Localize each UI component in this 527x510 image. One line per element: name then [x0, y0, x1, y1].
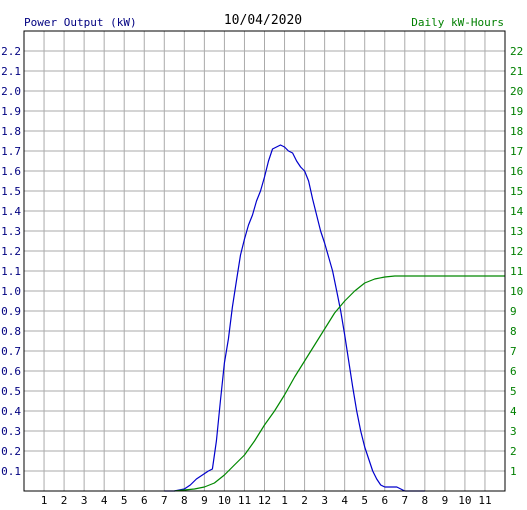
- x-tick-label: 9: [442, 494, 449, 507]
- left-y-tick-label: 0.6: [1, 365, 21, 378]
- right-y-tick-label: 13: [510, 225, 523, 238]
- right-y-tick-label: 16: [510, 165, 523, 178]
- right-y-tick-label: 1: [510, 465, 517, 478]
- left-y-tick-label: 0.7: [1, 345, 21, 358]
- left-y-tick-label: 1.0: [1, 285, 21, 298]
- left-y-tick-label: 1.1: [1, 265, 21, 278]
- right-y-tick-label: 20: [510, 85, 523, 98]
- right-y-tick-label: 5: [510, 385, 517, 398]
- x-tick-label: 7: [161, 494, 168, 507]
- x-tick-label: 3: [321, 494, 328, 507]
- left-y-tick-label: 0.9: [1, 305, 21, 318]
- x-tick-label: 9: [201, 494, 208, 507]
- right-y-tick-label: 19: [510, 105, 523, 118]
- left-y-tick-label: 1.2: [1, 245, 21, 258]
- x-tick-label: 6: [141, 494, 148, 507]
- right-y-tick-label: 10: [510, 285, 523, 298]
- x-tick-label: 4: [101, 494, 108, 507]
- x-tick-label: 10: [458, 494, 471, 507]
- left-y-tick-label: 1.6: [1, 165, 21, 178]
- x-tick-label: 8: [422, 494, 429, 507]
- power-output-line: [164, 144, 425, 492]
- left-y-tick-label: 0.4: [1, 405, 21, 418]
- x-tick-label: 1: [41, 494, 48, 507]
- x-tick-label: 7: [401, 494, 408, 507]
- right-y-tick-label: 4: [510, 405, 517, 418]
- right-y-tick-label: 7: [510, 345, 517, 358]
- left-y-tick-label: 1.5: [1, 185, 21, 198]
- left-axis-label: Power Output (kW): [24, 16, 137, 29]
- x-tick-label: 4: [341, 494, 348, 507]
- right-axis-label: Daily kW-Hours: [411, 16, 504, 29]
- right-y-tick-label: 11: [510, 265, 523, 278]
- right-y-tick-label: 15: [510, 185, 523, 198]
- chart-title: 10/04/2020: [224, 13, 302, 28]
- right-y-tick-label: 22: [510, 45, 523, 58]
- right-y-tick-label: 6: [510, 365, 517, 378]
- left-y-tick-label: 0.1: [1, 465, 21, 478]
- right-y-tick-label: 21: [510, 65, 523, 78]
- right-y-tick-label: 17: [510, 145, 523, 158]
- grid-lines: [24, 31, 505, 491]
- left-y-tick-label: 1.7: [1, 145, 21, 158]
- left-y-tick-label: 2.2: [1, 45, 21, 58]
- x-tick-label: 6: [381, 494, 388, 507]
- x-tick-label: 11: [238, 494, 251, 507]
- x-tick-label: 1: [281, 494, 288, 507]
- left-y-tick-label: 1.4: [1, 205, 21, 218]
- left-y-tick-label: 0.3: [1, 425, 21, 438]
- left-y-tick-label: 1.9: [1, 105, 21, 118]
- x-tick-label: 3: [81, 494, 88, 507]
- left-y-tick-label: 0.8: [1, 325, 21, 338]
- x-axis-ticks: 1 2 3 4 5 6 7 8 9 10 11 12 1 2 3 4 5 6 7 8 9 10 11: [41, 494, 492, 507]
- daily-kwh-line: [174, 275, 505, 492]
- right-y-tick-label: 12: [510, 245, 523, 258]
- right-y-tick-label: 2: [510, 445, 517, 458]
- x-tick-label: 8: [181, 494, 188, 507]
- x-tick-label: 5: [361, 494, 368, 507]
- right-y-tick-label: 14: [510, 205, 524, 218]
- left-y-tick-label: 2.0: [1, 85, 21, 98]
- left-y-tick-label: 1.8: [1, 125, 21, 138]
- x-tick-label: 5: [121, 494, 128, 507]
- plot-frame: [23, 30, 506, 492]
- x-tick-label: 12: [258, 494, 271, 507]
- series-layer: [164, 144, 505, 492]
- right-y-tick-label: 8: [510, 325, 517, 338]
- left-y-tick-label: 0.5: [1, 385, 21, 398]
- right-y-tick-label: 3: [510, 425, 517, 438]
- left-y-tick-label: 2.1: [1, 65, 21, 78]
- x-tick-label: 2: [301, 494, 308, 507]
- left-y-tick-label: 1.3: [1, 225, 21, 238]
- left-axis-ticks: 0.1 0.2 0.3 0.4 0.5 0.6 0.7 0.8 0.9 1.0 1.1 1.2 1.3 1…: [1, 45, 21, 478]
- right-y-tick-label: 9: [510, 305, 517, 318]
- x-tick-label: 11: [478, 494, 491, 507]
- right-y-tick-label: 18: [510, 125, 523, 138]
- left-y-tick-label: 0.2: [1, 445, 21, 458]
- x-tick-label: 2: [61, 494, 68, 507]
- x-tick-label: 10: [218, 494, 231, 507]
